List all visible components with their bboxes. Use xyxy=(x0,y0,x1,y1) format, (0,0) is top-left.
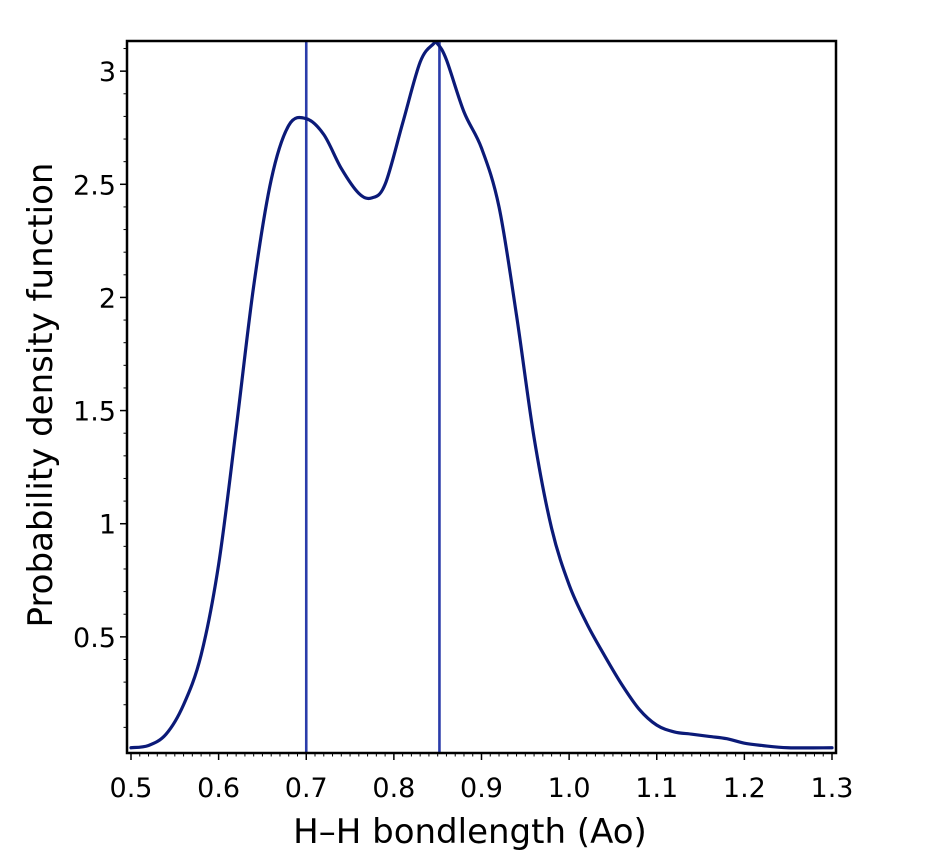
x-tick-label: 0.7 xyxy=(285,773,328,804)
plot-frame xyxy=(125,39,838,755)
y-tick-label: 3 xyxy=(99,57,116,88)
x-tick-label: 1.0 xyxy=(548,773,591,804)
x-tick-label: 0.5 xyxy=(110,773,153,804)
x-tick-label: 0.8 xyxy=(372,773,415,804)
y-tick-label: 1.5 xyxy=(73,397,116,428)
minor-ticks xyxy=(123,48,824,757)
x-tick-label: 0.9 xyxy=(460,773,503,804)
reference-lines xyxy=(304,41,441,753)
x-tick-labels: 0.5 0.6 0.7 0.8 0.9 1.0 1.1 1.2 1.3 xyxy=(110,773,854,804)
y-tick-label: 1 xyxy=(99,510,116,541)
x-tick-label: 1.3 xyxy=(811,773,854,804)
x-tick-label: 0.6 xyxy=(197,773,240,804)
density-curve xyxy=(129,40,834,750)
major-ticks xyxy=(120,70,833,760)
x-tick-label: 1.1 xyxy=(635,773,678,804)
y-tick-label: 2.5 xyxy=(73,170,116,201)
y-axis-label: Probability density function xyxy=(21,163,61,628)
x-axis-label: H–H bondlength (Ao) xyxy=(293,812,647,852)
x-tick-label: 1.2 xyxy=(723,773,766,804)
y-tick-labels: 0.5 1 1.5 2 2.5 3 xyxy=(73,57,116,654)
y-tick-label: 0.5 xyxy=(73,623,116,654)
y-tick-label: 2 xyxy=(99,283,116,314)
